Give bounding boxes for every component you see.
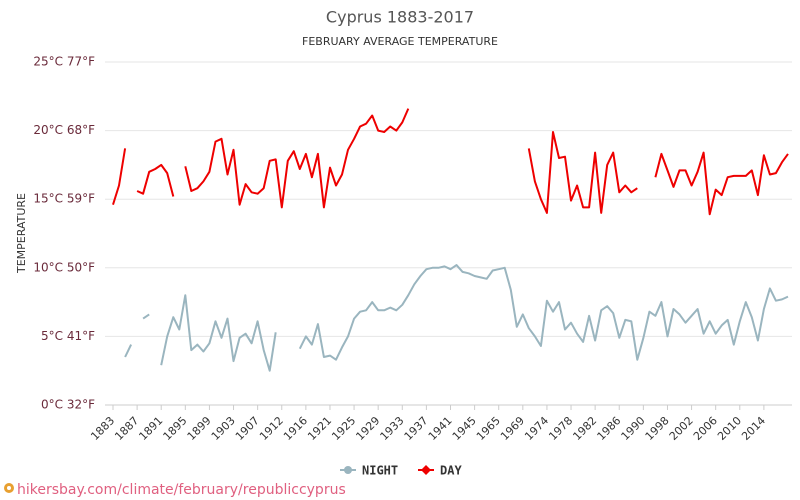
legend-item: DAY bbox=[418, 464, 462, 478]
legend-label: NIGHT bbox=[362, 464, 398, 478]
x-tick-label: 1937 bbox=[402, 414, 431, 443]
x-tick-label: 1912 bbox=[257, 414, 286, 443]
series-line bbox=[124, 264, 789, 372]
source-text: hikersbay.com/climate/february/republicc… bbox=[17, 482, 346, 498]
x-tick-label: 1916 bbox=[281, 414, 310, 443]
x-tick-label: 1929 bbox=[353, 414, 382, 443]
x-tick-label: 1933 bbox=[378, 414, 407, 443]
y-axis-label: TEMPERATURE bbox=[15, 193, 28, 274]
x-tick-label: 1921 bbox=[305, 414, 334, 443]
x-tick-label: 2006 bbox=[691, 414, 720, 443]
legend-marker bbox=[344, 466, 352, 474]
x-tick-label: 1899 bbox=[185, 414, 214, 443]
x-tick-label: 1907 bbox=[233, 414, 262, 443]
x-tick-label: 1982 bbox=[570, 414, 599, 443]
y-tick-label: 15°C 59°F bbox=[33, 192, 95, 206]
x-tick-label: 1986 bbox=[595, 414, 624, 443]
chart-title: Cyprus 1883-2017 bbox=[326, 8, 474, 27]
x-tick-label: 1965 bbox=[474, 414, 503, 443]
y-tick-label: 10°C 50°F bbox=[33, 260, 95, 274]
x-tick-label: 1998 bbox=[643, 414, 672, 443]
y-tick-label: 25°C 77°F bbox=[33, 55, 95, 69]
x-tick-label: 1990 bbox=[619, 414, 648, 443]
x-tick-label: 2002 bbox=[667, 414, 696, 443]
x-tick-label: 1941 bbox=[426, 414, 455, 443]
legend-item: NIGHT bbox=[340, 464, 398, 478]
y-tick-label: 5°C 41°F bbox=[41, 329, 95, 343]
legend-label: DAY bbox=[440, 464, 462, 478]
chart-subtitle: FEBRUARY AVERAGE TEMPERATURE bbox=[302, 35, 498, 48]
pin-hole bbox=[7, 486, 11, 490]
x-tick-label: 1974 bbox=[522, 414, 551, 443]
x-tick-label: 1895 bbox=[161, 414, 190, 443]
x-tick-label: 1903 bbox=[209, 414, 238, 443]
x-tick-label: 2014 bbox=[739, 414, 768, 443]
x-tick-label: 1883 bbox=[88, 414, 117, 443]
x-tick-label: 2010 bbox=[715, 414, 744, 443]
series-line bbox=[112, 108, 789, 216]
y-tick-label: 0°C 32°F bbox=[41, 398, 95, 412]
source: hikersbay.com/climate/february/republicc… bbox=[4, 482, 346, 498]
x-tick-label: 1978 bbox=[546, 414, 575, 443]
legend-marker bbox=[421, 465, 431, 475]
y-tick-label: 20°C 68°F bbox=[33, 123, 95, 137]
x-tick-label: 1925 bbox=[329, 414, 358, 443]
x-tick-label: 1945 bbox=[450, 414, 479, 443]
x-tick-label: 1969 bbox=[498, 414, 527, 443]
x-tick-label: 1891 bbox=[136, 414, 165, 443]
x-tick-label: 1887 bbox=[112, 414, 141, 443]
